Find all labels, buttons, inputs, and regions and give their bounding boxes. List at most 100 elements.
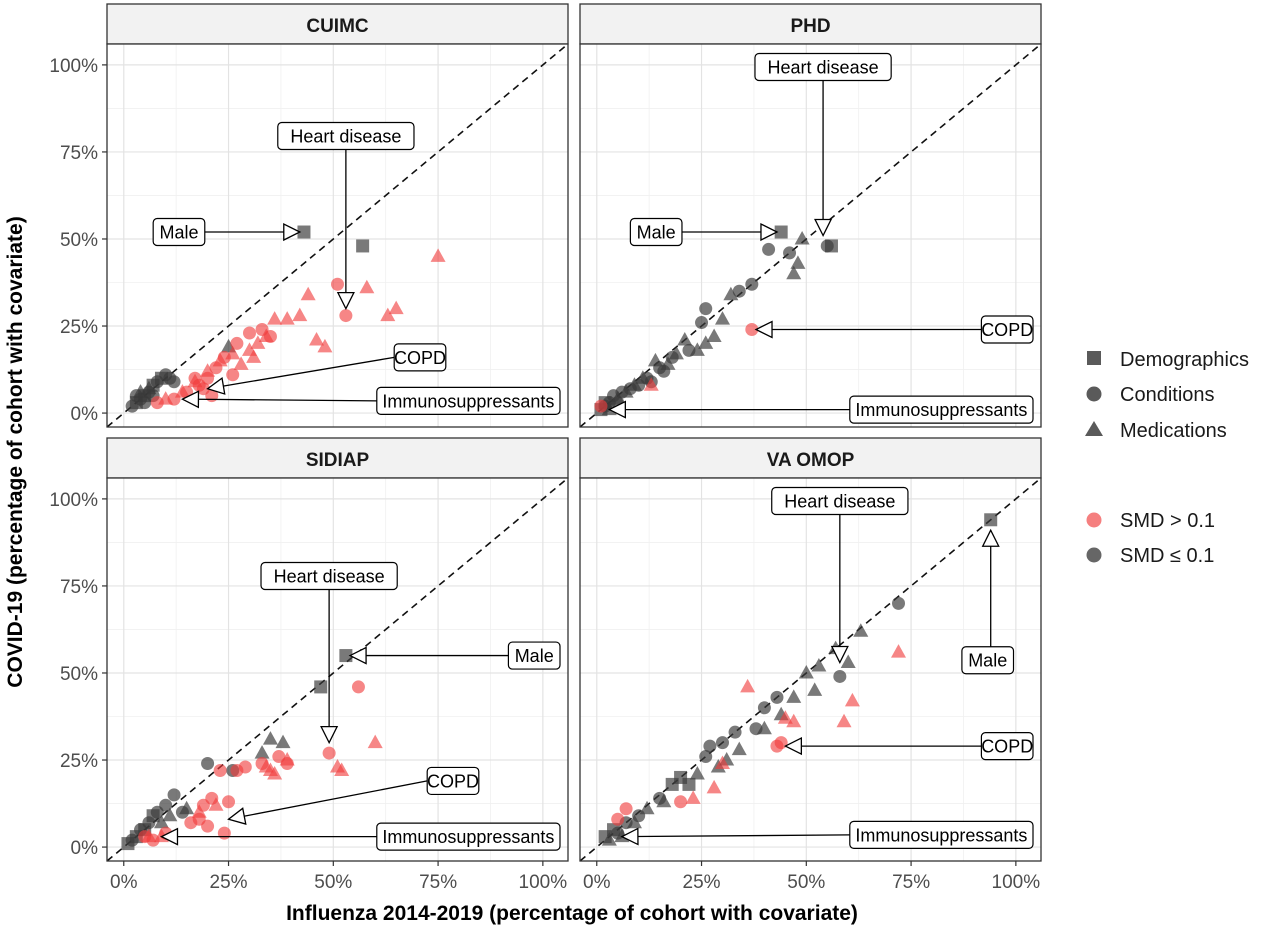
legend-shape-medications: Medications xyxy=(1085,420,1227,442)
annotation-label-male: Male xyxy=(159,223,198,243)
annotation-label-immunosuppressants: Immunosuppressants xyxy=(382,391,554,411)
annotation-label-copd: COPD xyxy=(427,771,479,791)
point-condition xyxy=(699,750,713,764)
annotation-box-heart-disease xyxy=(771,486,909,516)
point-condition xyxy=(351,680,365,694)
point-medication xyxy=(643,377,659,391)
point-condition xyxy=(619,802,633,816)
point-medication xyxy=(706,328,722,342)
annotation-label-heart-disease: Heart disease xyxy=(784,492,895,512)
annotation-arrowhead-immunosuppressants xyxy=(180,390,200,409)
point-condition xyxy=(674,795,688,809)
point-medication xyxy=(853,623,869,637)
legend-square-key xyxy=(1087,351,1101,365)
point-medication xyxy=(610,391,626,405)
annotation-box-copd xyxy=(393,343,447,372)
y-tick-label: 0% xyxy=(71,838,99,859)
point-condition xyxy=(230,336,244,350)
annotation-label-heart-disease: Heart disease xyxy=(274,567,385,587)
x-tick-label: 25% xyxy=(210,872,248,893)
point-demographic xyxy=(682,777,696,791)
point-medication xyxy=(250,335,266,349)
y-tick-label: 100% xyxy=(49,56,98,77)
point-medication xyxy=(162,807,178,822)
panel-strip xyxy=(579,437,1042,479)
legend-shape-demographics: Demographics xyxy=(1087,349,1249,371)
point-medication xyxy=(141,380,157,395)
point-medication xyxy=(685,790,701,804)
annotation-arrowhead-heart-disease xyxy=(320,725,339,745)
annotation-box-heart-disease xyxy=(754,52,892,82)
point-condition xyxy=(757,701,771,715)
annotation-arrowhead-copd xyxy=(227,807,247,825)
point-condition xyxy=(715,736,729,750)
annotation-box-immunosuppressants xyxy=(849,395,1034,424)
panel-title: VA OMOP xyxy=(767,450,855,471)
point-condition xyxy=(125,833,139,847)
point-medication xyxy=(133,384,149,398)
x-tick-label: 50% xyxy=(787,872,825,893)
point-medication xyxy=(756,720,772,735)
annotation-arrowhead-heart-disease xyxy=(336,291,355,311)
legend-label-smd-high: SMD > 0.1 xyxy=(1120,510,1215,532)
point-medication xyxy=(794,230,810,245)
annotation-label-male: Male xyxy=(515,646,554,666)
point-medication xyxy=(179,800,195,815)
point-medication xyxy=(698,335,714,349)
annotation-arrowhead-immunosuppressants xyxy=(620,827,639,846)
annotation-label-immunosuppressants: Immunosuppressants xyxy=(382,827,554,847)
y-tick-label: 25% xyxy=(60,751,98,772)
point-condition xyxy=(892,596,906,610)
point-condition xyxy=(699,302,713,316)
point-medication xyxy=(689,342,705,356)
point-medication xyxy=(798,664,814,679)
point-medication xyxy=(430,248,446,262)
annotation-label-immunosuppressants: Immunosuppressants xyxy=(855,825,1027,845)
annotation-leader-immunosuppressants xyxy=(197,398,377,402)
annotations-layer: Heart disease Male COPD Immunosuppressants xyxy=(160,561,561,851)
annotations-layer: Male Heart disease COPD Immunosuppressants xyxy=(607,52,1034,424)
point-condition xyxy=(322,746,336,760)
panel-border xyxy=(579,43,1042,428)
point-condition xyxy=(217,826,231,840)
point-condition xyxy=(774,736,788,750)
point-medication xyxy=(258,328,274,342)
point-condition xyxy=(167,788,181,802)
point-medication xyxy=(212,352,228,367)
point-condition xyxy=(339,309,353,323)
annotation-box-copd xyxy=(980,731,1034,761)
point-medication xyxy=(200,363,216,377)
annotation-label-copd: COPD xyxy=(981,737,1033,757)
annotation-leader-immunosuppressants xyxy=(636,834,850,838)
annotation-box-immunosuppressants xyxy=(376,386,561,415)
point-condition xyxy=(272,750,286,764)
legend-label-smd-low: SMD ≤ 0.1 xyxy=(1120,545,1214,567)
point-condition xyxy=(770,690,784,704)
annotation-label-male: Male xyxy=(637,223,676,243)
panel-title: PHD xyxy=(790,16,830,37)
annotation-label-copd: COPD xyxy=(981,320,1033,340)
annotation-box-immunosuppressants xyxy=(376,822,561,851)
point-condition xyxy=(230,763,244,777)
point-medication xyxy=(208,797,224,811)
legend-label-medications: Medications xyxy=(1120,420,1227,442)
point-condition xyxy=(150,805,164,819)
x-tick-label: 100% xyxy=(519,872,568,893)
point-condition xyxy=(213,763,227,777)
annotations-layer: Heart disease Male COPD Immunosuppressants xyxy=(620,486,1034,849)
point-medication xyxy=(807,682,823,696)
annotation-arrowhead-heart-disease xyxy=(814,218,833,237)
legend: Demographics Conditions Medications SMD … xyxy=(1085,349,1249,567)
panel-border xyxy=(106,43,569,428)
point-medication xyxy=(714,311,730,325)
point-condition xyxy=(331,277,344,291)
legend-label-conditions: Conditions xyxy=(1120,384,1215,406)
point-condition xyxy=(167,375,181,389)
point-medication xyxy=(777,710,793,724)
point-medication xyxy=(367,734,383,749)
annotation-label-copd: COPD xyxy=(394,348,446,368)
annotation-label-male: Male xyxy=(968,651,1007,671)
point-condition xyxy=(745,277,759,291)
x-tick-label: 0% xyxy=(110,872,138,893)
annotation-arrowhead-male xyxy=(981,528,1000,547)
